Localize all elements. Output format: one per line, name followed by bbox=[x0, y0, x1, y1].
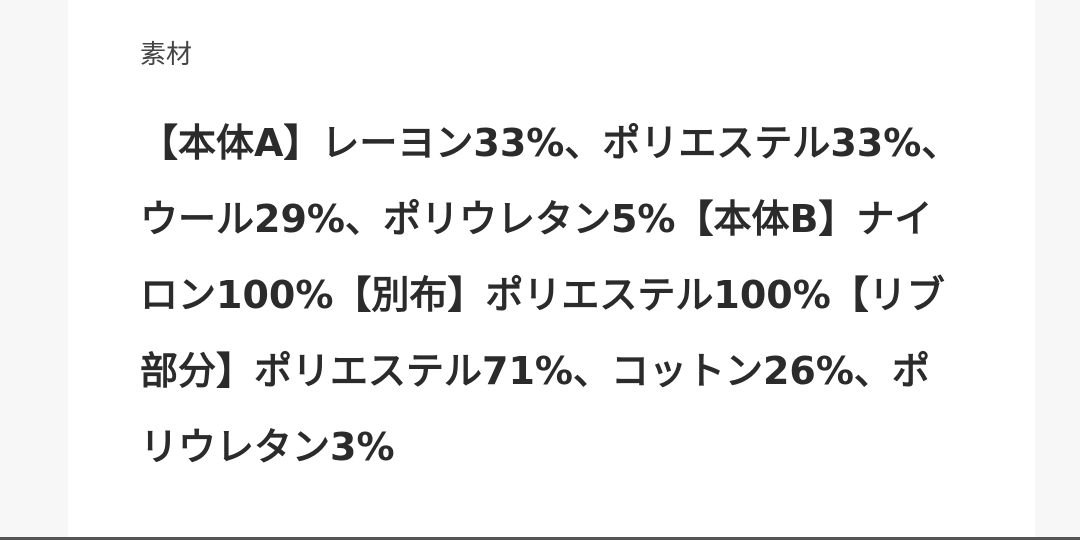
bottom-divider bbox=[0, 537, 1080, 540]
material-composition-text: 【本体A】レーヨン33%、ポリエステル33%、ウール29%、ポリウレタン5%【本… bbox=[140, 121, 960, 469]
material-panel bbox=[68, 0, 1035, 537]
material-label: 素材 bbox=[140, 40, 193, 70]
